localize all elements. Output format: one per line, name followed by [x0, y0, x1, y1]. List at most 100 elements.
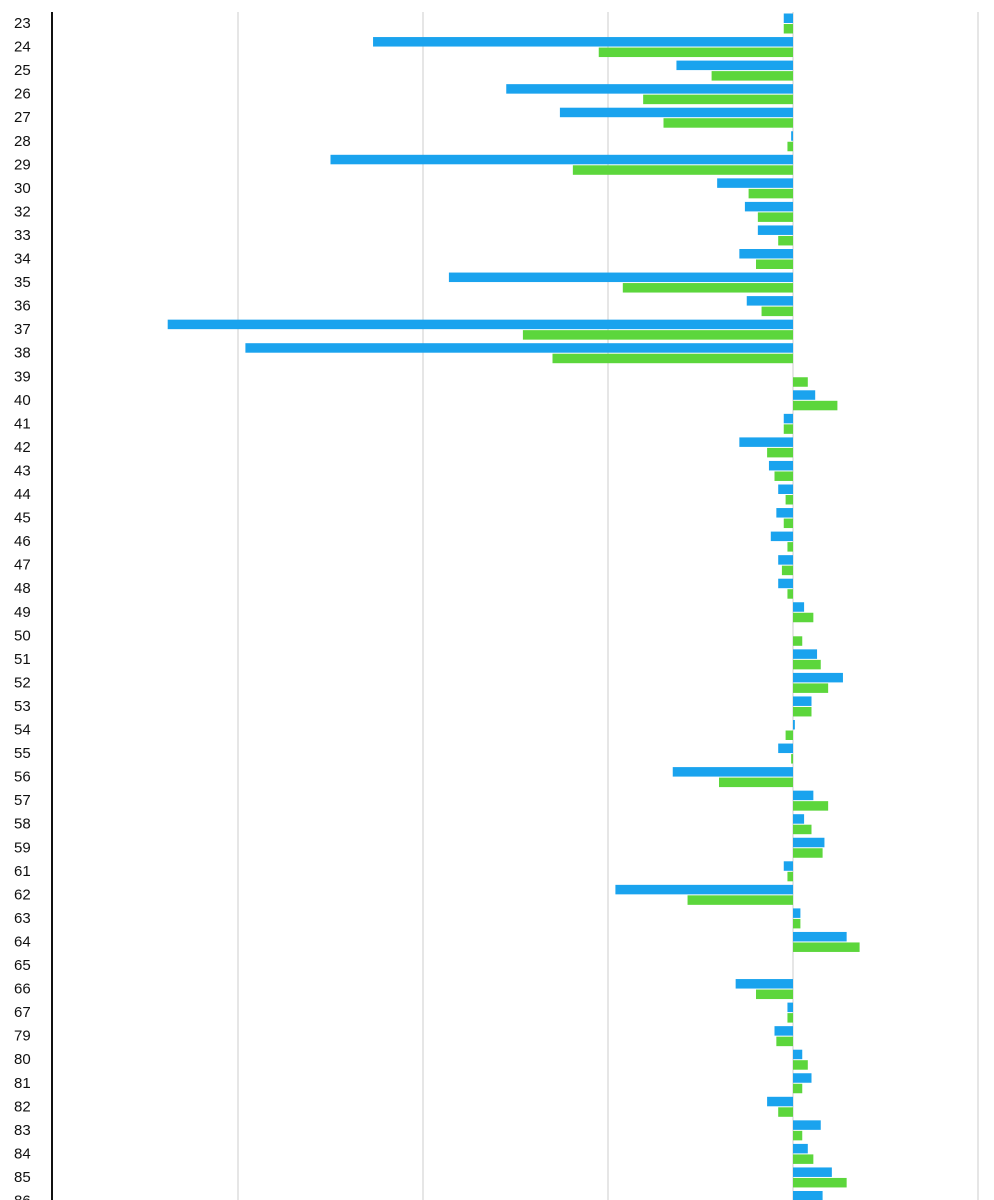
bar-series-1: [778, 484, 793, 494]
bar-series-2: [776, 1036, 793, 1047]
category-label: 80: [14, 1051, 31, 1068]
category-label: 35: [14, 274, 31, 291]
bar-series-2: [622, 283, 793, 293]
category-label: 26: [14, 86, 31, 103]
bar-series-1: [793, 1143, 808, 1154]
category-label: 28: [14, 133, 31, 150]
bar-series-1: [783, 413, 793, 424]
category-label: 85: [14, 1169, 31, 1186]
bar-series-2: [522, 330, 793, 340]
category-label: 40: [14, 392, 31, 409]
bar-series-2: [793, 848, 823, 858]
grid-lines: [237, 12, 979, 1200]
bar-series-2: [793, 918, 801, 929]
category-label: 61: [14, 863, 31, 880]
category-label: 24: [14, 39, 31, 56]
bar-series-2: [757, 212, 793, 222]
category-label: 36: [14, 298, 31, 315]
category-label: 30: [14, 180, 31, 197]
bar-series-1: [793, 1049, 803, 1060]
category-label: 57: [14, 792, 31, 809]
category-label: 33: [14, 227, 31, 244]
bar-series-1: [757, 225, 793, 235]
bar-series-1: [739, 249, 793, 259]
bar-series-1: [793, 908, 801, 918]
bar-series-1: [774, 1026, 793, 1036]
bar-series-1: [735, 979, 793, 989]
category-label: 37: [14, 321, 31, 338]
bar-series-2: [793, 377, 808, 387]
bar-series-2: [783, 518, 793, 529]
bar-series-1: [791, 131, 793, 141]
bar-series-2: [793, 1083, 803, 1094]
bar-series-1: [793, 1120, 821, 1130]
category-label: 38: [14, 345, 31, 362]
bar-series-1: [793, 696, 812, 706]
bar-series-2: [793, 706, 812, 717]
category-label: 67: [14, 1004, 31, 1021]
bar-series-1: [506, 84, 793, 94]
bar-series-2: [787, 871, 793, 882]
bar-series-1: [768, 460, 793, 471]
category-label: 81: [14, 1075, 31, 1092]
category-label: 53: [14, 698, 31, 715]
category-label: 25: [14, 62, 31, 79]
bar-series-2: [793, 1130, 803, 1141]
category-label: 34: [14, 251, 31, 268]
bar-series-2: [598, 47, 793, 58]
bar-series-1: [448, 272, 793, 283]
category-label: 48: [14, 580, 31, 597]
bar-series-1: [559, 107, 793, 118]
bar-series-2: [785, 730, 793, 740]
category-label: 46: [14, 533, 31, 550]
bar-series-2: [711, 71, 793, 81]
bar-series-1: [793, 1073, 812, 1083]
category-label: 66: [14, 981, 31, 998]
category-label: 63: [14, 910, 31, 927]
bar-series-2: [719, 777, 793, 788]
bar-series-1: [770, 531, 793, 542]
bar-series-2: [663, 118, 793, 128]
bar-series-1: [787, 1002, 793, 1013]
bar-series-1: [776, 508, 793, 518]
category-label: 84: [14, 1145, 31, 1162]
bar-series-2: [756, 989, 793, 1000]
bar-series-1: [717, 178, 793, 188]
bar-series-1: [793, 672, 843, 683]
bar-series-1: [793, 1191, 823, 1200]
bar-series-1: [778, 555, 793, 565]
bar-series-2: [643, 94, 793, 105]
bar-series-1: [676, 60, 793, 71]
bar-series-1: [783, 13, 793, 23]
bar-series-1: [767, 1096, 793, 1107]
bar-series-2: [687, 895, 793, 905]
bar-series-1: [793, 602, 805, 612]
category-label: 29: [14, 156, 31, 173]
bar-series-1: [793, 837, 825, 848]
category-label: 64: [14, 933, 31, 950]
bar-series-2: [756, 259, 793, 269]
bar-series-1: [245, 343, 793, 353]
bar-series-2: [787, 141, 793, 152]
category-label: 50: [14, 627, 31, 644]
bar-series-2: [793, 1060, 808, 1070]
bar-series-2: [781, 565, 793, 576]
category-label: 83: [14, 1122, 31, 1139]
category-label: 56: [14, 769, 31, 786]
category-label: 54: [14, 722, 31, 739]
bar-series-1: [793, 790, 814, 801]
category-label: 52: [14, 674, 31, 691]
bar-series-2: [793, 400, 838, 411]
bar-series-1: [330, 154, 793, 165]
bar-series-1: [778, 578, 793, 589]
bar-series-1: [615, 884, 793, 895]
category-label: 23: [14, 15, 31, 32]
bar-series-2: [787, 1013, 793, 1023]
bar-series-2: [791, 754, 793, 764]
bar-series-1: [793, 720, 795, 730]
category-label: 55: [14, 745, 31, 762]
bar-series-1: [739, 437, 793, 447]
bar-series-1: [793, 814, 805, 824]
bar-series-2: [793, 942, 860, 952]
category-label: 43: [14, 462, 31, 479]
